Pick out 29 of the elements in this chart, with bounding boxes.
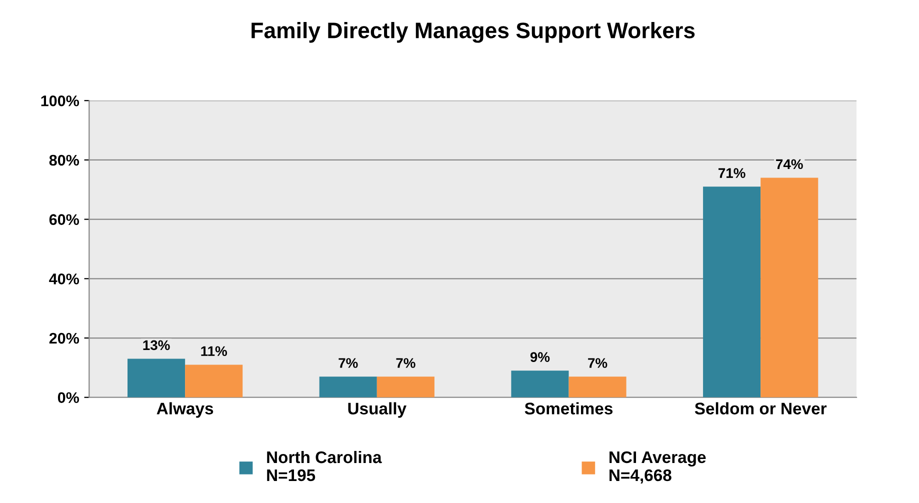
bar bbox=[568, 376, 626, 398]
legend-label: NCI Average N=4,668 bbox=[610, 451, 706, 484]
x-tick-label: Seldom or Never bbox=[694, 402, 827, 414]
data-label: 7% bbox=[396, 358, 416, 368]
data-label: 71% bbox=[718, 168, 746, 178]
y-tick-label: 20% bbox=[49, 332, 80, 344]
bar bbox=[376, 376, 434, 398]
y-tick-label: 0% bbox=[58, 392, 80, 404]
data-label: 13% bbox=[143, 340, 170, 350]
bar bbox=[760, 178, 818, 398]
y-tick-label: 60% bbox=[49, 214, 80, 225]
x-tick-label: Sometimes bbox=[524, 402, 613, 414]
bar bbox=[511, 370, 569, 398]
data-label: 7% bbox=[338, 358, 358, 368]
bar bbox=[319, 376, 377, 398]
chart-title: Family Directly Manages Support Workers bbox=[252, 22, 695, 43]
data-label: 7% bbox=[588, 358, 608, 368]
data-label: 11% bbox=[201, 346, 227, 356]
x-tick-label: Usually bbox=[348, 402, 406, 418]
y-tick-label: 80% bbox=[49, 154, 80, 166]
data-label: 74% bbox=[776, 159, 803, 170]
x-tick-label: Always bbox=[156, 402, 214, 418]
y-tick-label: 100% bbox=[41, 95, 80, 106]
bar bbox=[128, 358, 186, 398]
y-tick-label: 40% bbox=[49, 274, 80, 284]
bar bbox=[703, 186, 761, 398]
data-label: 9% bbox=[530, 352, 550, 362]
bar bbox=[185, 364, 243, 398]
legend-label: North Carolina N=195 bbox=[267, 450, 382, 482]
